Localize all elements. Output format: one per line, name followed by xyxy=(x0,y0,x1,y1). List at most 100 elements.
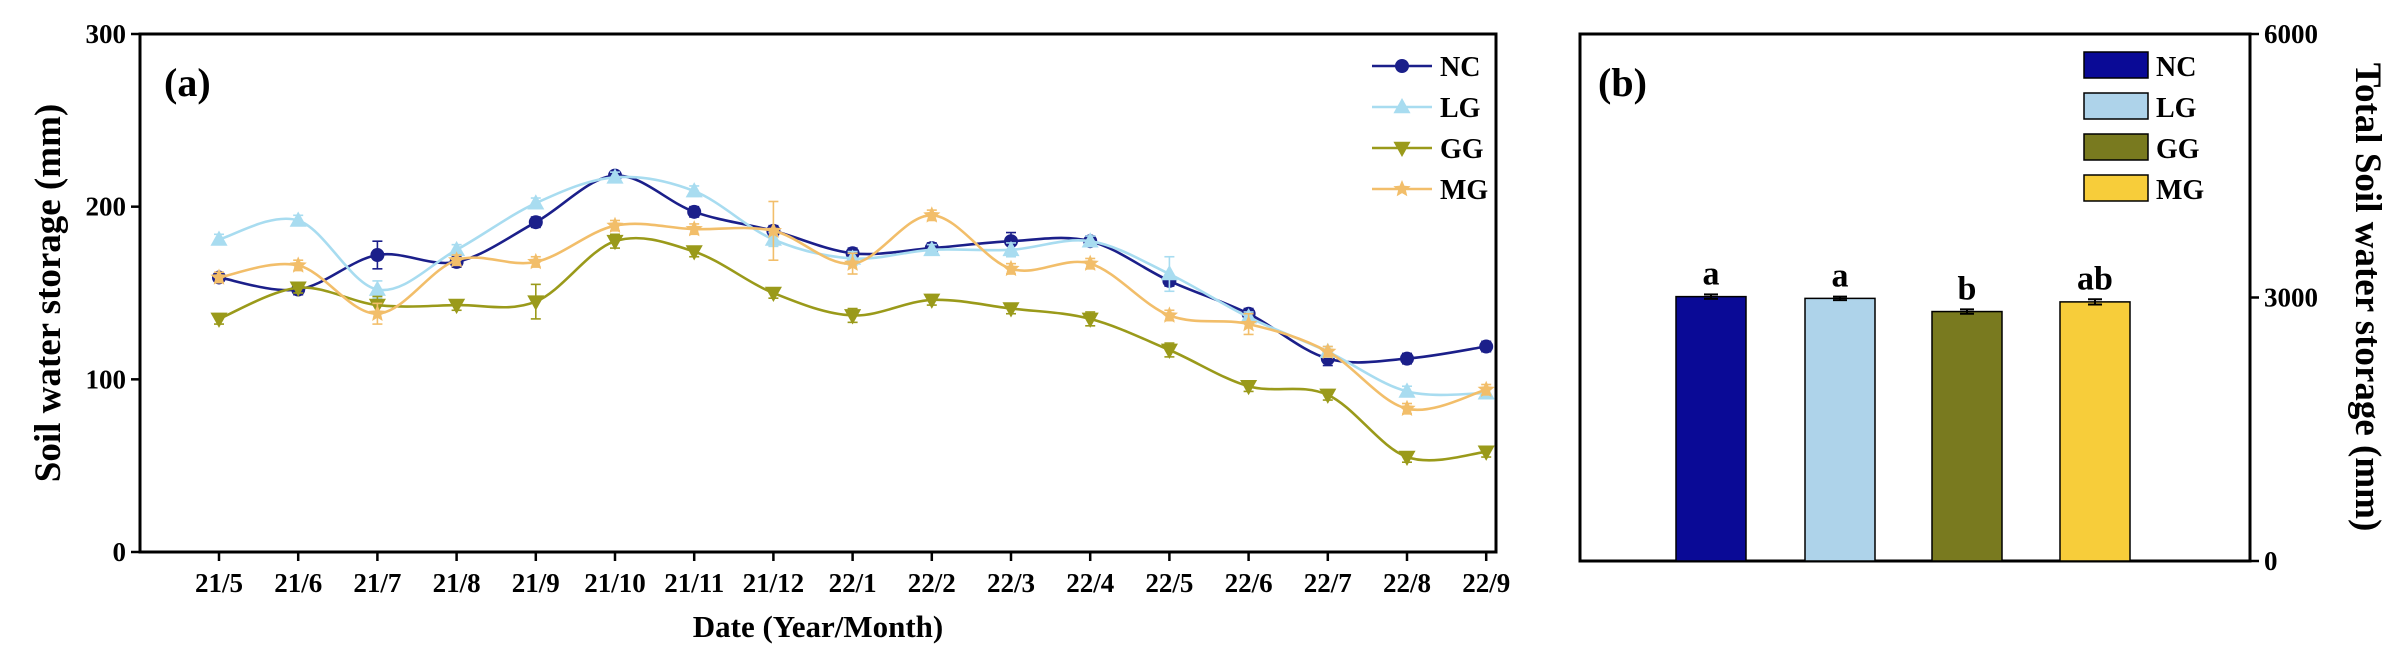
data-point xyxy=(448,251,466,268)
legend-label: MG xyxy=(2156,175,2204,206)
legend-item-mg: MG xyxy=(1372,175,1488,206)
significance-label: b xyxy=(1958,270,1977,307)
bar-nc: a xyxy=(1675,255,1747,562)
data-point xyxy=(289,211,307,227)
legend-swatch xyxy=(2083,51,2149,79)
data-point xyxy=(210,312,228,328)
legend-item-nc: NC xyxy=(1372,52,1480,83)
x-tick-label: 21/11 xyxy=(664,568,724,598)
data-point xyxy=(1319,342,1337,359)
y-axis-title: Soil water storage (mm) xyxy=(28,104,69,482)
legend-label: NC xyxy=(2156,52,2196,83)
series-line xyxy=(218,175,1487,397)
bar-lg: a xyxy=(1804,258,1876,562)
data-point xyxy=(1081,232,1099,248)
y-tick-label: 6000 xyxy=(2264,19,2318,49)
plot-frame xyxy=(138,32,1498,554)
data-point xyxy=(1081,312,1099,328)
data-point xyxy=(923,206,941,223)
data-point xyxy=(1398,450,1416,467)
legend-label: GG xyxy=(1440,134,1484,165)
data-point xyxy=(527,295,545,311)
bar xyxy=(1675,295,1747,562)
data-point xyxy=(844,309,862,325)
data-point xyxy=(1240,379,1258,396)
y-tick-label: 0 xyxy=(113,537,127,567)
legend-item-gg: GG xyxy=(1372,134,1484,165)
y-tick-label: 0 xyxy=(2264,546,2278,576)
series-lg xyxy=(210,168,1495,400)
data-point xyxy=(606,216,624,233)
x-tick-label: 22/8 xyxy=(1383,568,1431,598)
legend-item-nc: NC xyxy=(2083,51,2196,83)
line-chart-panel: (a) 0 100 200 300 21/5 21/6 21/7 21/8 21/9 21/10… xyxy=(28,19,1510,644)
panel-label: (b) xyxy=(1598,60,1647,105)
bar xyxy=(2059,301,2131,562)
data-point xyxy=(685,220,703,237)
data-point xyxy=(1002,302,1020,318)
data-point xyxy=(528,215,543,230)
x-tick-label: 22/1 xyxy=(829,568,877,598)
legend: NC LG GG MG xyxy=(1372,52,1488,206)
legend-label: MG xyxy=(1440,175,1488,206)
legend-marker xyxy=(1395,59,1409,73)
data-point xyxy=(685,182,703,198)
y-axis: 0 100 200 300 xyxy=(86,19,140,567)
data-point xyxy=(1398,399,1416,416)
data-point xyxy=(1398,382,1416,398)
bar xyxy=(1931,310,2003,562)
data-point xyxy=(289,281,307,297)
data-point xyxy=(1240,315,1258,332)
y-tick-label: 200 xyxy=(86,192,127,222)
x-tick-label: 22/3 xyxy=(987,568,1035,598)
x-axis: 21/5 21/6 21/7 21/8 21/9 21/10 21/11 21/12 22/1 2… xyxy=(195,552,1510,598)
legend-swatch xyxy=(2083,92,2149,120)
data-point xyxy=(764,221,782,239)
x-tick-label: 22/5 xyxy=(1145,568,1193,598)
y-tick-label: 100 xyxy=(86,364,127,394)
data-point xyxy=(606,168,624,184)
bar-gg: b xyxy=(1931,270,2003,562)
legend-swatch xyxy=(2083,133,2149,161)
data-point xyxy=(923,240,941,257)
data-point xyxy=(923,293,941,309)
bar xyxy=(1804,297,1876,562)
series-group xyxy=(210,168,1495,467)
data-point xyxy=(289,256,307,273)
legend-label: GG xyxy=(2156,134,2200,165)
legend-item-gg: GG xyxy=(2083,133,2200,165)
panel-label: (a) xyxy=(164,60,211,105)
x-tick-label: 22/4 xyxy=(1066,568,1114,598)
legend-item-lg: LG xyxy=(2083,92,2197,124)
data-point xyxy=(606,234,624,251)
y-axis-title: Total Soil water storage (mm) xyxy=(2347,63,2388,532)
data-point xyxy=(1400,351,1414,366)
data-point xyxy=(527,252,545,270)
data-point xyxy=(687,204,702,219)
series-line xyxy=(218,174,1487,364)
data-point xyxy=(844,254,862,271)
data-point xyxy=(1160,306,1178,323)
bar-mg: ab xyxy=(2059,260,2131,562)
series-mg xyxy=(210,200,1495,416)
data-point xyxy=(1479,339,1494,354)
x-tick-label: 22/7 xyxy=(1304,568,1352,598)
x-tick-label: 22/2 xyxy=(908,568,956,598)
legend-item-mg: MG xyxy=(2083,174,2204,206)
data-point xyxy=(368,304,386,321)
x-axis-title: Date (Year/Month) xyxy=(693,609,944,644)
legend: NC LG GG MG xyxy=(2083,51,2204,206)
legend-label: LG xyxy=(1440,93,1481,124)
y-tick-label: 300 xyxy=(86,19,127,49)
x-tick-label: 21/5 xyxy=(195,568,243,598)
data-point xyxy=(210,230,228,246)
data-point xyxy=(448,240,466,257)
legend-swatch xyxy=(2083,174,2149,202)
data-point xyxy=(1477,380,1495,397)
legend-marker xyxy=(1393,180,1411,197)
x-tick-label: 21/10 xyxy=(584,568,646,598)
data-point xyxy=(370,248,385,263)
data-point xyxy=(1160,343,1178,359)
data-point xyxy=(1081,254,1099,271)
